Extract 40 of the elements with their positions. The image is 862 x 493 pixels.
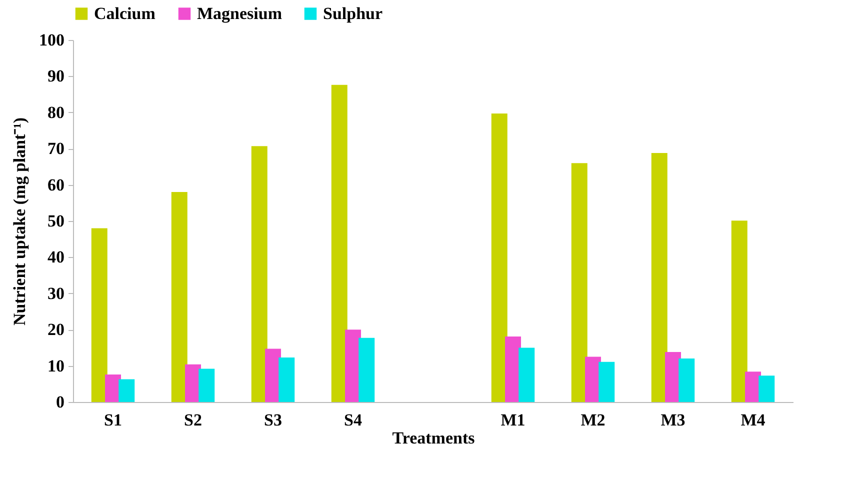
x-tick-label: S4 [344,410,362,430]
bar [491,113,508,402]
bar [518,348,535,402]
y-tick-label: 40 [48,248,64,267]
legend-label: Magnesium [197,4,282,23]
bar [358,338,375,402]
y-tick-label: 10 [48,356,64,376]
y-axis-title: Nutrient uptake (mg plant⁻¹) [10,117,29,326]
x-tick-label: M3 [660,410,686,430]
y-tick-label: 90 [48,66,64,86]
bar [731,220,748,402]
y-tick-label: 50 [48,212,64,230]
bar [651,152,668,402]
x-tick-label: S2 [184,410,202,430]
y-tick-label: 0 [56,392,64,412]
bar [598,362,615,402]
bar [91,228,108,402]
bar [758,376,775,402]
y-tick-label: 20 [48,320,64,340]
bar [331,84,348,402]
y-tick-label: 70 [48,139,64,158]
y-tick-label: 60 [48,175,64,194]
x-tick-label: M1 [500,410,526,430]
x-tick-label: S1 [104,410,122,430]
bar [198,368,215,402]
y-tick-label: 100 [39,30,64,50]
bar [678,358,695,402]
x-tick-label: S3 [264,410,282,430]
x-axis-title: Treatments [392,428,476,448]
legend-label: Sulphur [323,4,383,23]
bar [171,192,188,402]
x-tick-label: M2 [580,410,606,430]
bar [251,146,268,402]
bar [571,163,588,402]
bar [118,379,135,402]
bar [278,357,295,402]
x-tick-label: M4 [740,410,766,430]
legend-label: Calcium [94,4,156,23]
y-tick-label: 80 [48,102,64,122]
y-tick-label: 30 [48,284,64,303]
